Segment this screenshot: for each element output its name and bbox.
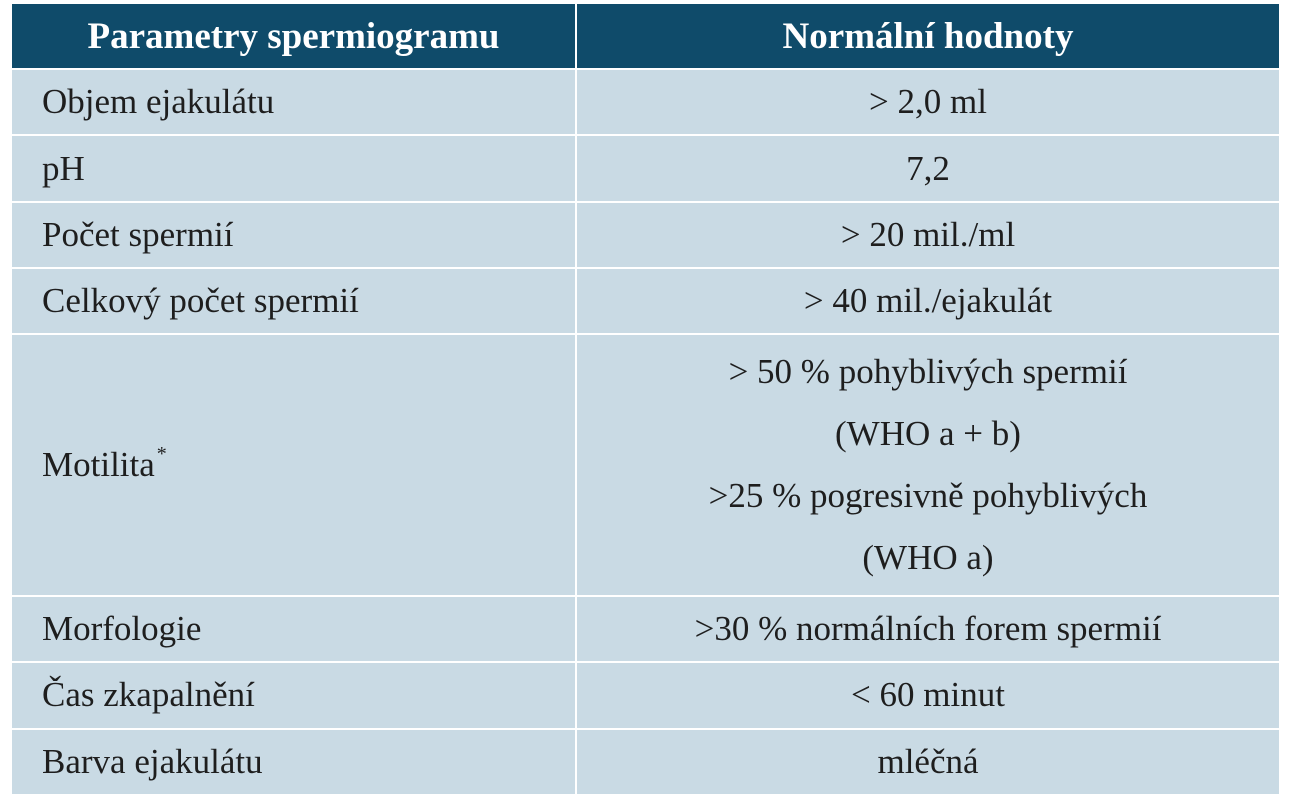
table-row: Počet spermií > 20 mil./ml: [12, 200, 1279, 269]
row-value: > 2,0 ml: [576, 67, 1279, 136]
table-header: Parametry spermiogramu Normální hodnoty: [12, 4, 1279, 69]
value-line: (WHO a): [862, 538, 994, 578]
row-parameter: Objem ejakulátu: [12, 67, 577, 136]
row-value: > 40 mil./ejakulát: [576, 267, 1279, 335]
row-parameter: Morfologie: [12, 594, 577, 663]
value-line: (WHO a + b): [835, 414, 1021, 454]
row-parameter: Barva ejakulátu: [12, 727, 577, 794]
row-value: >30 % normálních forem spermií: [576, 594, 1279, 663]
row-parameter: Motilita *: [12, 333, 577, 596]
row-parameter: Počet spermií: [12, 200, 577, 269]
table-body: Objem ejakulátu > 2,0 ml pH 7,2 Počet sp…: [12, 67, 1279, 794]
row-parameter: Celkový počet spermií: [12, 267, 577, 335]
table-row: Morfologie >30 % normálních forem spermi…: [12, 594, 1279, 663]
header-parameters: Parametry spermiogramu: [12, 4, 577, 69]
row-value: 7,2: [576, 134, 1279, 202]
header-row: Parametry spermiogramu Normální hodnoty: [12, 4, 1279, 69]
table-row: Objem ejakulátu > 2,0 ml: [12, 67, 1279, 136]
row-parameter: Čas zkapalnění: [12, 661, 577, 729]
table-row: pH 7,2: [12, 134, 1279, 202]
row-value: < 60 minut: [576, 661, 1279, 729]
footnote-mark: *: [156, 443, 167, 466]
spermiogram-table-container: Parametry spermiogramu Normální hodnoty …: [12, 4, 1279, 794]
row-parameter: pH: [12, 134, 577, 202]
table-row: Celkový počet spermií > 40 mil./ejakulát: [12, 267, 1279, 335]
value-line: > 50 % pohyblivých spermií: [728, 352, 1128, 392]
spermiogram-table: Parametry spermiogramu Normální hodnoty …: [12, 4, 1279, 794]
table-row: Barva ejakulátu mléčná: [12, 727, 1279, 794]
value-line: >25 % pogresivně pohyblivých: [708, 476, 1148, 516]
row-value: mléčná: [576, 727, 1279, 794]
row-value: > 50 % pohyblivých spermií (WHO a + b) >…: [576, 333, 1279, 596]
motility-label: Motilita: [42, 445, 155, 485]
table-row: Motilita * > 50 % pohyblivých spermií (WH…: [12, 333, 1279, 596]
header-normal-values: Normální hodnoty: [576, 4, 1279, 69]
row-value: > 20 mil./ml: [576, 200, 1279, 269]
table-row: Čas zkapalnění < 60 minut: [12, 661, 1279, 729]
